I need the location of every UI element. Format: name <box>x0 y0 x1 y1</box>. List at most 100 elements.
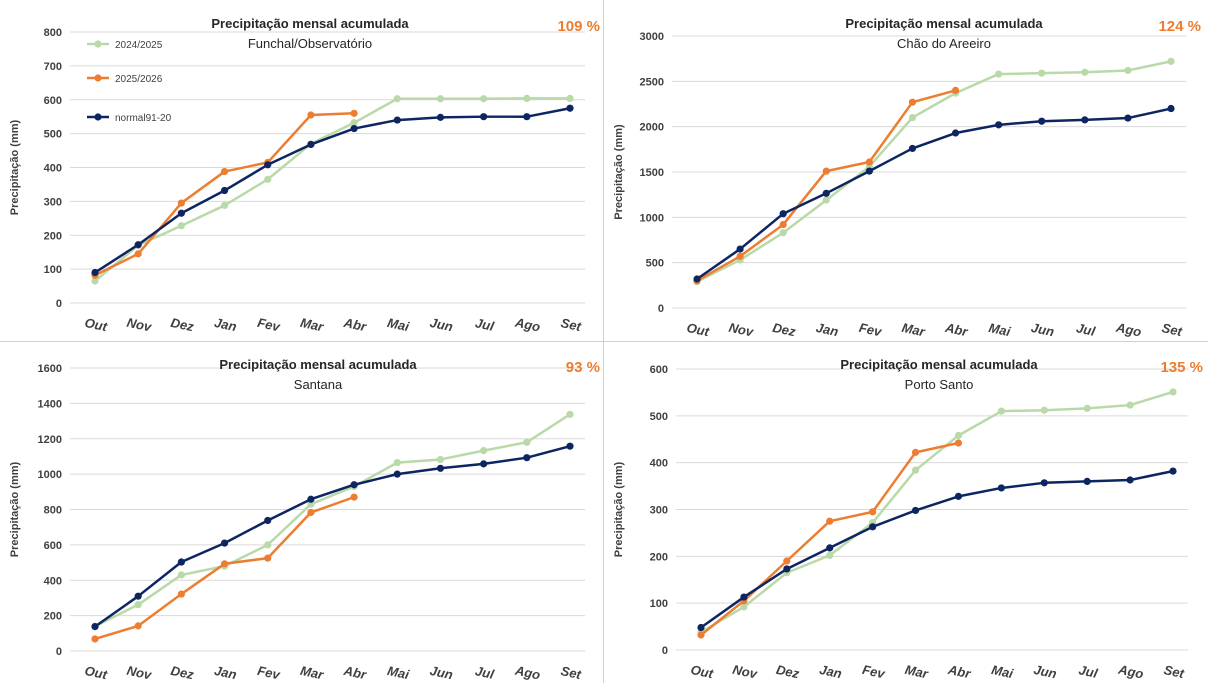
series-normal91-20-point <box>393 470 401 478</box>
y-axis-title: Precipitação (mm) <box>9 119 21 215</box>
series-normal91-20-line <box>94 106 571 274</box>
x-tick-label: Jan <box>815 320 840 339</box>
x-tick-label: Dez <box>169 663 195 683</box>
series-2024-2025-point <box>91 277 99 285</box>
series-2024-2025-point <box>393 459 401 467</box>
y-tick-label: 100 <box>650 598 668 610</box>
series-normal91-20-point <box>826 544 834 552</box>
x-tick-label: Nov <box>126 315 154 335</box>
series-normal91-20-point <box>954 492 963 500</box>
series-normal91-20-point <box>1040 479 1048 487</box>
series-2025-2026-point <box>177 590 185 598</box>
y-tick-label: 2000 <box>640 122 664 134</box>
y-tick-label: 700 <box>44 61 62 73</box>
percent-label: 109 % <box>557 18 600 35</box>
legend-marker-normal91-20 <box>94 113 102 121</box>
y-tick-label: 0 <box>662 645 668 657</box>
x-tick-label: Ago <box>513 314 542 334</box>
series-2025-2026-point <box>954 439 963 447</box>
series-normal91-20-point <box>350 481 358 489</box>
series-2024-2025-point <box>393 95 401 103</box>
x-tick-label: Jul <box>474 315 496 334</box>
chart-subtitle: Santana <box>294 377 343 392</box>
series-2024-2025-point <box>995 70 1003 78</box>
series-2025-2026-point <box>350 109 358 117</box>
series-2025-2026-point <box>911 448 920 456</box>
series-normal91-20-point <box>1081 116 1089 124</box>
series-normal91-20-point <box>566 104 574 112</box>
x-tick-label: Out <box>689 662 715 681</box>
x-tick-label: Mai <box>386 315 411 334</box>
legend-item: normal91-20 <box>87 113 172 124</box>
chart-title: Precipitação mensal acumulada <box>840 357 1038 372</box>
x-tick-label: Jan <box>213 663 238 682</box>
x-tick-label: Mar <box>299 315 326 335</box>
y-axis-title: Precipitação (mm) <box>613 461 625 557</box>
y-tick-label: 800 <box>44 505 62 517</box>
series-normal91-20-point <box>566 442 574 450</box>
x-tick-label: Fev <box>256 663 282 682</box>
chart-title: Precipitação mensal acumulada <box>845 16 1043 31</box>
x-tick-label: Set <box>1160 320 1184 339</box>
series-normal91-20-point <box>1083 477 1091 485</box>
series-2024-2025-point <box>523 94 531 102</box>
legend-item: 2025/2026 <box>87 74 163 85</box>
x-tick-label: Jul <box>1075 320 1097 339</box>
series-2025-2026-point <box>865 158 873 166</box>
legend-marker-2024-2025 <box>94 40 102 48</box>
x-tick-label: Abr <box>946 662 973 682</box>
y-tick-label: 100 <box>44 264 62 276</box>
series-2025-2026-point <box>869 508 877 516</box>
series-normal91-20-point <box>1038 117 1046 125</box>
series-2024-2025-point <box>480 95 488 103</box>
series-2024-2025-point <box>911 466 920 474</box>
series-2024-2025-line <box>696 60 1172 283</box>
y-tick-label: 200 <box>44 611 62 623</box>
y-tick-label: 200 <box>44 230 62 242</box>
series-2024-2025-point <box>1126 401 1134 409</box>
series-2024-2025-point <box>1167 57 1175 65</box>
chart-svg-funchal: 0 100 200 300 400 500 600 700 800 Out Nov Dez Jan Fev… <box>9 16 600 335</box>
series-normal91-20-point <box>264 516 272 525</box>
series-normal91-20-point <box>995 121 1003 129</box>
x-tick-label: Jan <box>213 315 238 334</box>
chart-panel-funchal: 0 100 200 300 400 500 600 700 800 Out Nov Dez Jan Fev… <box>0 0 604 341</box>
x-tick-label: Jun <box>429 315 455 334</box>
series-normal91-20-point <box>436 464 445 472</box>
y-tick-label: 300 <box>44 196 62 208</box>
y-tick-label: 500 <box>44 129 62 141</box>
series-2024-2025-point <box>1169 388 1177 396</box>
series-2024-2025-point <box>436 455 445 464</box>
series-2025-2026-point <box>220 560 229 568</box>
x-tick-label: Set <box>559 315 583 334</box>
series-2024-2025-point <box>264 541 272 549</box>
x-tick-label: Dez <box>169 315 195 335</box>
series-normal91-20-point <box>740 593 748 601</box>
series-normal91-20-point <box>997 484 1005 492</box>
series-normal91-20-point <box>264 161 272 169</box>
series-normal91-20-line <box>696 107 1172 281</box>
y-tick-label: 500 <box>646 258 664 270</box>
y-tick-label: 600 <box>44 540 62 552</box>
x-tick-label: Ago <box>1114 319 1143 339</box>
series-2024-2025-point <box>779 229 787 237</box>
series-2024-2025-line <box>94 97 570 282</box>
series-normal91-20-point <box>697 623 705 632</box>
y-tick-label: 2500 <box>640 76 664 88</box>
series-2025-2026-line <box>700 441 959 636</box>
series-normal91-20-point <box>350 124 358 133</box>
series-2024-2025-line <box>94 413 571 628</box>
series-2024-2025-line <box>700 390 1174 634</box>
chart-subtitle: Chão do Areeiro <box>897 36 991 51</box>
series-normal91-20-point <box>911 506 920 515</box>
y-tick-label: 500 <box>650 411 668 423</box>
y-tick-label: 0 <box>56 298 62 310</box>
y-tick-label: 0 <box>56 646 62 658</box>
percent-label: 135 % <box>1160 359 1203 376</box>
series-normal91-20-point <box>436 113 445 121</box>
series-normal91-20-point <box>134 241 142 249</box>
series-normal91-20-point <box>736 245 744 253</box>
series-2025-2026-point <box>307 111 315 119</box>
series-2024-2025-point <box>566 94 574 102</box>
series-normal91-20-line <box>700 469 1174 629</box>
